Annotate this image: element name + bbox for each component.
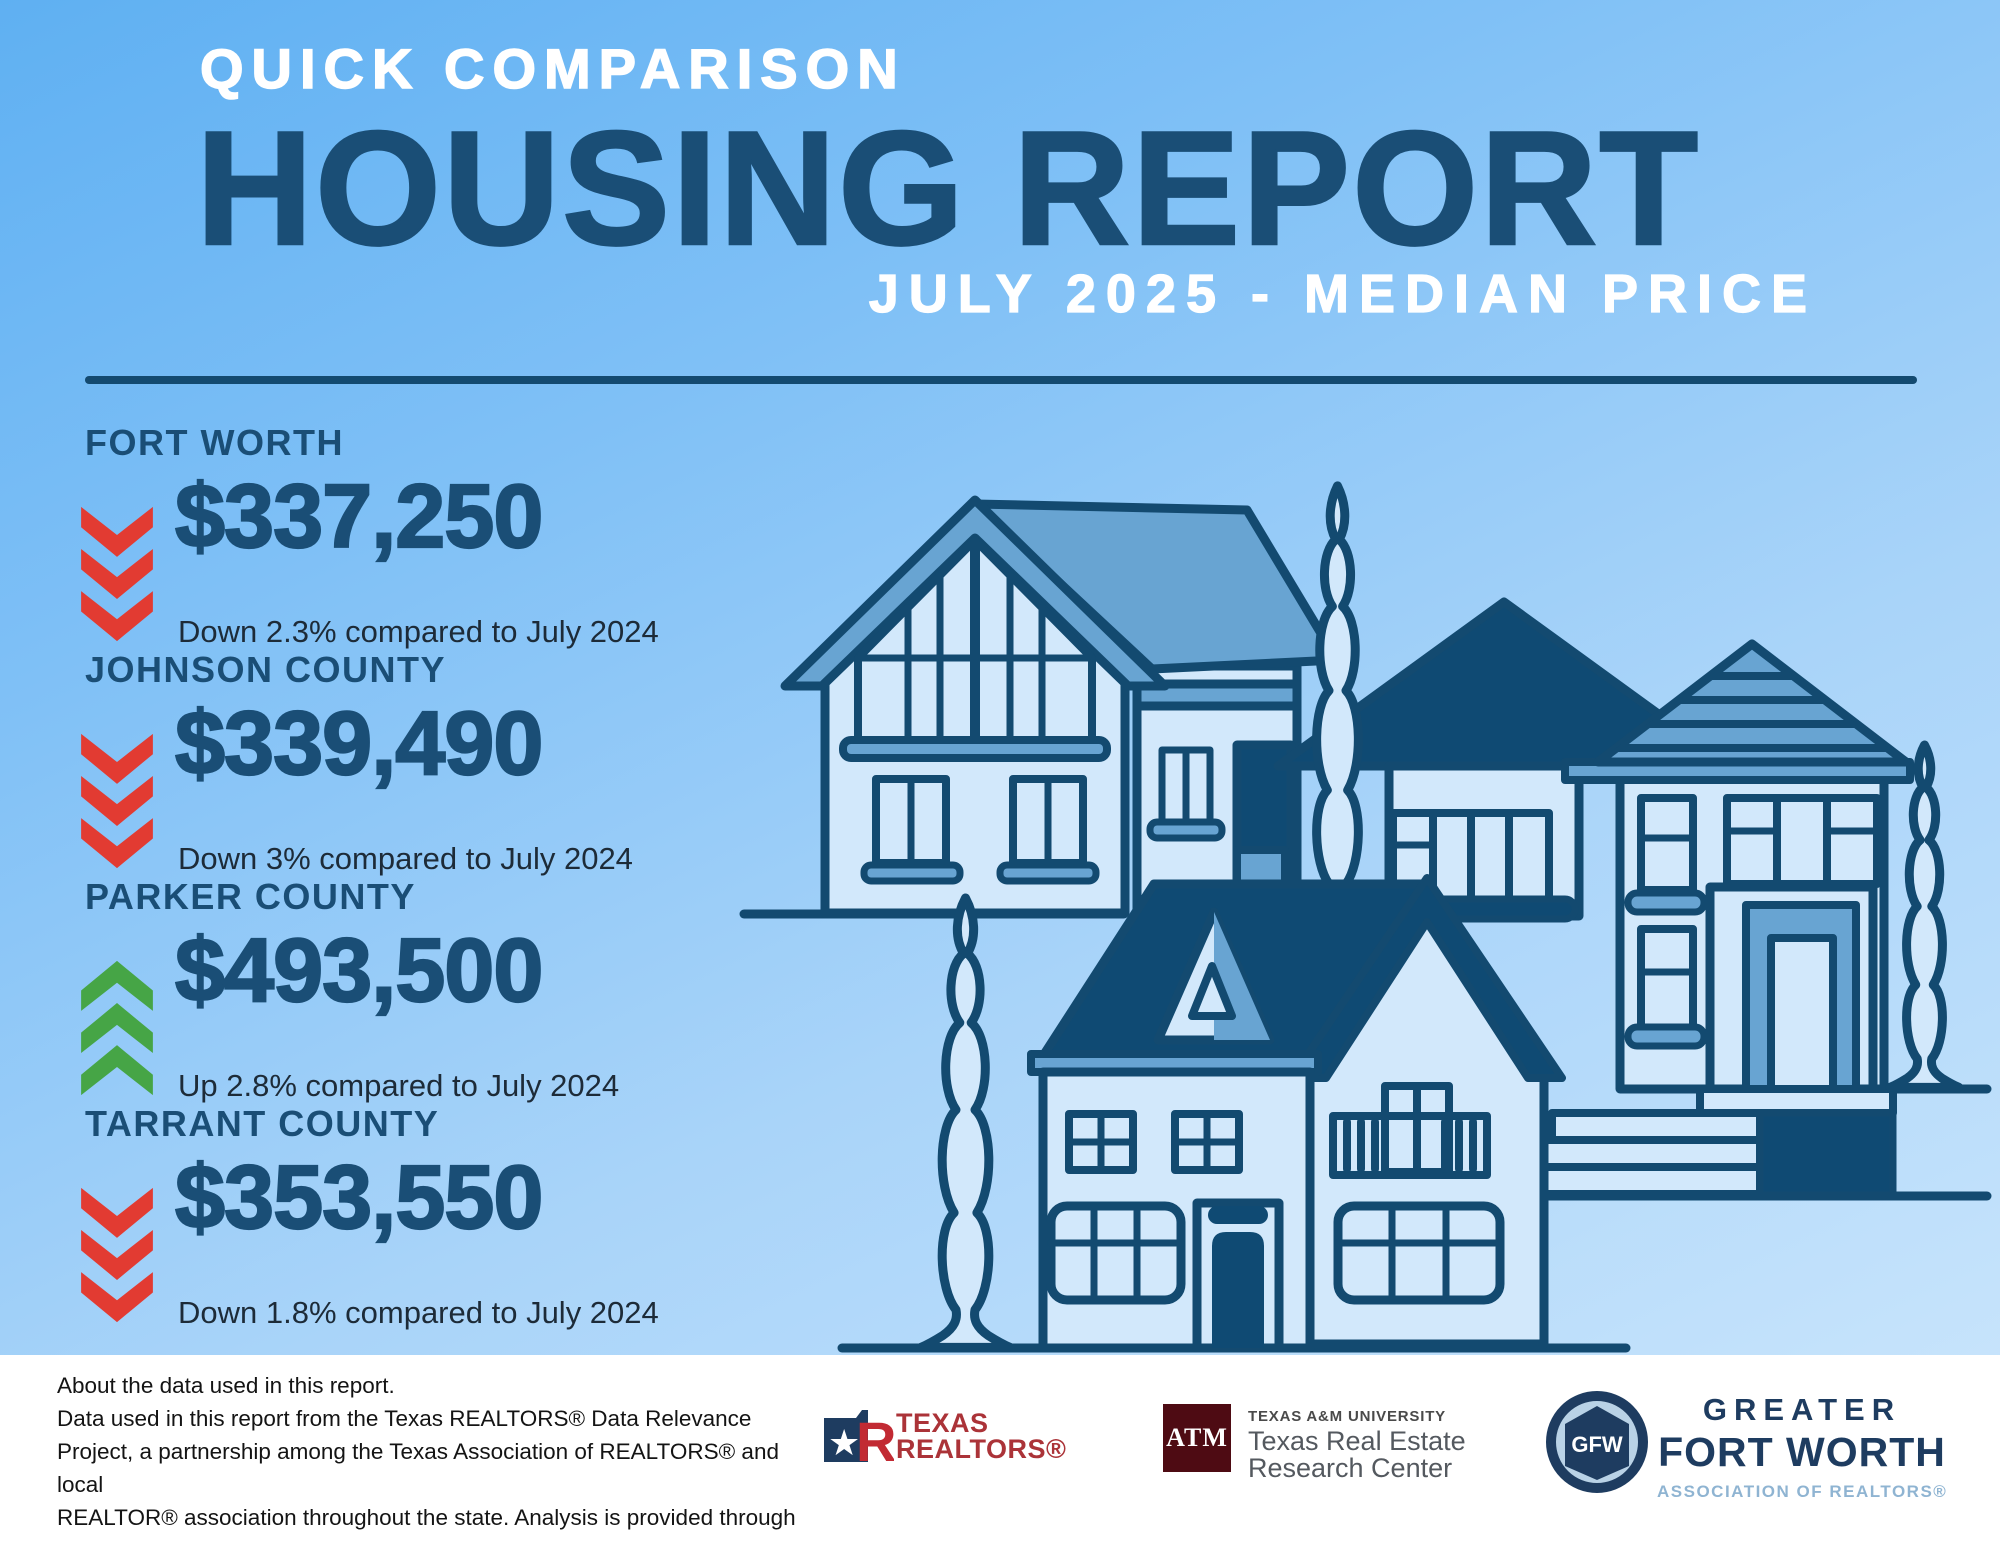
tamu-university-label: TEXAS A&M UNIVERSITY xyxy=(1248,1408,1446,1425)
cypress-tree-right xyxy=(1890,745,1959,1087)
tamu-center-line2: Research Center xyxy=(1248,1453,1453,1483)
median-price: $339,490 xyxy=(174,694,545,794)
tamu-center-line1: Texas Real Estate xyxy=(1248,1426,1466,1456)
door xyxy=(1767,934,1837,1093)
step xyxy=(1548,1109,1764,1144)
triple-down-arrow-icon xyxy=(81,733,153,869)
house-middle-back xyxy=(1273,597,1735,923)
footer-band: About the data used in this report. Data… xyxy=(0,1355,2000,1545)
svg-text:★: ★ xyxy=(828,1422,860,1463)
divider-line xyxy=(85,376,1917,384)
stat-block-johnson-county: JOHNSON COUNTY $339,490 Down 3% compared… xyxy=(78,649,738,876)
dormer-window xyxy=(1188,962,1236,1020)
bay-window-left xyxy=(1046,1201,1186,1305)
about-data-note: About the data used in this report. Data… xyxy=(57,1369,797,1545)
house-front xyxy=(1027,846,1566,1353)
svg-text:GFW: GFW xyxy=(1571,1432,1623,1457)
house-right xyxy=(1478,639,1992,1201)
median-price: $337,250 xyxy=(174,467,545,567)
region-name: JOHNSON COUNTY xyxy=(85,649,447,690)
balcony xyxy=(1329,1112,1491,1179)
about-body: Data used in this report from the Texas … xyxy=(57,1406,796,1545)
gfw-association-logo: GFW GREATER FORT WORTH ASSOCIATION OF RE… xyxy=(1545,1390,1965,1510)
texas-realtors-word-1: TEXAS xyxy=(896,1408,989,1438)
triple-down-arrow-icon xyxy=(81,506,153,642)
region-name: PARKER COUNTY xyxy=(85,876,416,917)
page-title: HOUSING REPORT xyxy=(195,97,1701,281)
texas-realtors-word-2: REALTORS® xyxy=(896,1434,1067,1464)
door xyxy=(1212,1232,1264,1348)
price-change: Up 2.8% compared to July 2024 xyxy=(178,1068,620,1103)
price-change: Down 2.3% compared to July 2024 xyxy=(178,614,659,649)
price-change: Down 1.8% compared to July 2024 xyxy=(178,1295,659,1330)
texas-realtors-mark-icon: R ★ xyxy=(824,1410,894,1472)
gfw-word-greater: GREATER xyxy=(1702,1392,1902,1427)
stat-block-fort-worth: FORT WORTH $337,250 Down 2.3% compared t… xyxy=(78,422,738,649)
step xyxy=(1518,1136,1764,1171)
eyebrow-title: QUICK COMPARISON xyxy=(199,36,906,101)
about-title: About the data used in this report. xyxy=(57,1373,395,1398)
texas-realtors-logo: R ★ TEXAS REALTORS® xyxy=(822,1406,1066,1476)
stat-block-tarrant-county: TARRANT COUNTY $353,550 Down 1.8% compar… xyxy=(78,1103,738,1330)
median-price: $353,550 xyxy=(174,1148,545,1248)
region-name: TARRANT COUNTY xyxy=(85,1103,440,1144)
triple-down-arrow-icon xyxy=(81,1187,153,1323)
tamu-mark-icon: ATM xyxy=(1163,1404,1231,1472)
median-price: $493,500 xyxy=(174,921,545,1021)
tamu-research-center-logo: ATM TEXAS A&M UNIVERSITY Texas Real Esta… xyxy=(1163,1404,1493,1484)
gfw-word-association: ASSOCIATION OF REALTORS® xyxy=(1657,1482,1948,1501)
svg-text:R: R xyxy=(856,1410,894,1472)
gfw-word-fort-worth: FORT WORTH xyxy=(1658,1429,1946,1475)
price-change: Down 3% compared to July 2024 xyxy=(178,841,633,876)
cypress-tree-front xyxy=(921,898,1010,1347)
triple-up-arrow-icon xyxy=(81,960,153,1096)
bay-window-right xyxy=(1333,1201,1505,1305)
subtitle: JULY 2025 - MEDIAN PRICE xyxy=(868,263,1817,324)
stat-block-parker-county: PARKER COUNTY $493,500 Up 2.8% compared … xyxy=(78,876,738,1103)
region-name: FORT WORTH xyxy=(85,422,344,463)
gfw-badge-icon: GFW xyxy=(1546,1391,1648,1493)
